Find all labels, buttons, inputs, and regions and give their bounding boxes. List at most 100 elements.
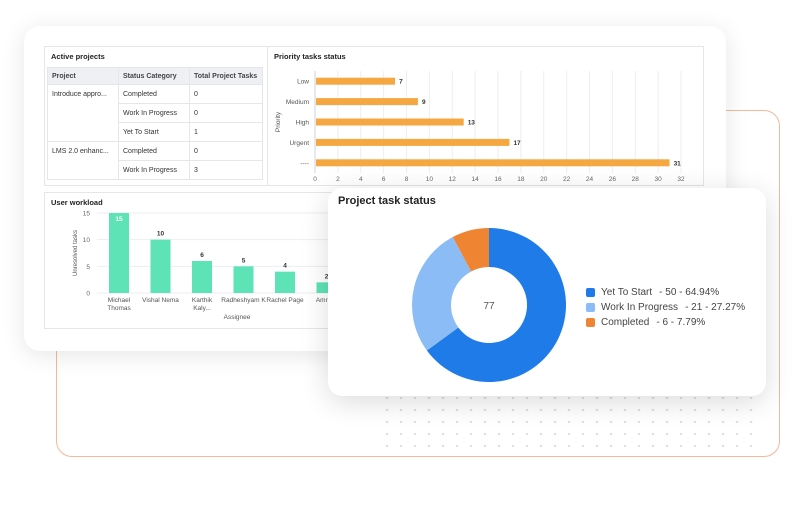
x-tick-label: 4	[359, 176, 363, 183]
x-tick-label: Kaly...	[193, 305, 211, 312]
column-header-project[interactable]: Project	[47, 67, 119, 85]
x-tick-label: 16	[494, 176, 502, 183]
bar	[275, 271, 295, 293]
legend-label: Work In Progress	[601, 302, 679, 313]
y-tick-label: High	[296, 120, 310, 127]
x-tick-label: 24	[586, 176, 594, 183]
data-label: 10	[157, 231, 165, 238]
x-tick-label: 18	[517, 176, 525, 183]
x-tick-label: Karthik	[192, 297, 213, 304]
legend-swatch	[586, 303, 595, 312]
y-tick-label: 15	[83, 211, 91, 218]
table-row[interactable]: Introduce appro... Completed 0	[47, 84, 263, 142]
y-tick-label: Medium	[286, 99, 309, 106]
bar	[316, 118, 464, 126]
x-tick-label: Rachel Page	[266, 297, 304, 304]
tasks-cell: 3	[189, 160, 263, 180]
project-cell[interactable]: Introduce appro...	[47, 84, 119, 142]
bar	[316, 98, 418, 106]
y-tick-label: Low	[297, 79, 309, 86]
donut-slice	[412, 237, 472, 351]
status-cell: Yet To Start	[118, 122, 190, 142]
x-axis-title: Assignee	[224, 314, 251, 321]
bar	[316, 282, 337, 293]
x-tick-label: 8	[405, 176, 409, 183]
project-cell[interactable]: LMS 2.0 enhanc...	[47, 141, 119, 180]
tasks-cell: 0	[189, 84, 263, 104]
x-tick-label: 26	[609, 176, 617, 183]
active-projects-panel: Active projects Project Status Category …	[44, 46, 284, 186]
bar	[316, 77, 396, 85]
x-tick-label: 10	[426, 176, 434, 183]
priority-chart-title: Priority tasks status	[274, 52, 346, 61]
status-cell: Work In Progress	[118, 160, 190, 180]
x-tick-label: Vishal Nema	[142, 297, 179, 304]
task-status-donut-chart: 77	[412, 228, 567, 382]
task-status-title: Project task status	[338, 195, 436, 207]
legend-item-work-in-progress[interactable]: Work In Progress - 21 - 27.27%	[586, 300, 745, 315]
user-workload-panel: User workload 0 5 10 15 15 Michael Thomas 10 Vis…	[44, 192, 350, 329]
tasks-cell: 0	[189, 141, 263, 161]
bar	[109, 213, 129, 293]
table-row[interactable]: LMS 2.0 enhanc... Completed 0	[47, 141, 263, 180]
legend-swatch	[586, 288, 595, 297]
x-tick-label: 14	[472, 176, 480, 183]
column-header-status[interactable]: Status Category	[118, 67, 190, 85]
legend-swatch	[586, 318, 595, 327]
tasks-cell: 0	[189, 103, 263, 123]
legend-label: Yet To Start	[601, 287, 653, 298]
data-label: 2	[325, 273, 329, 280]
data-label: 31	[674, 160, 682, 167]
bar	[233, 266, 254, 293]
status-cell: Completed	[118, 84, 190, 104]
task-status-legend: Yet To Start - 50 - 64.94% Work In Progr…	[586, 285, 745, 330]
x-tick-label: 6	[382, 176, 386, 183]
priority-tasks-panel: Priority tasks status 0 2 4 6 8 10 12 14 16 18 20 2…	[267, 46, 704, 186]
y-tick-label: Urgent	[289, 140, 309, 147]
tasks-cell: 1	[189, 122, 263, 142]
table-row[interactable]: Work In Progress 3	[48, 160, 263, 180]
x-tick-label: 28	[632, 176, 640, 183]
y-axis-title: Unresolved tasks	[73, 230, 79, 276]
x-tick-label: 20	[540, 176, 548, 183]
x-tick-label: 2	[336, 176, 340, 183]
x-tick-label: Amrit V	[316, 297, 338, 304]
bar	[150, 239, 171, 293]
x-tick-label: Thomas	[107, 305, 131, 312]
legend-detail: - 50 - 64.94%	[659, 287, 720, 298]
legend-detail: - 6 - 7.79%	[656, 317, 706, 328]
bar	[192, 261, 212, 293]
legend-item-completed[interactable]: Completed - 6 - 7.79%	[586, 315, 745, 330]
x-tick-label: 30	[655, 176, 663, 183]
donut-slice	[452, 228, 489, 272]
status-cell: Work In Progress	[118, 103, 190, 123]
x-tick-label: Radheshyam K	[221, 297, 266, 304]
column-header-tasks[interactable]: Total Project Tasks	[189, 67, 263, 85]
donut-center-total: 77	[483, 301, 495, 312]
bar	[316, 138, 510, 146]
legend-item-yet-to-start[interactable]: Yet To Start - 50 - 64.94%	[586, 285, 745, 300]
status-cell: Completed	[118, 141, 190, 161]
data-label: 15	[115, 216, 123, 223]
donut-slice	[426, 228, 567, 382]
x-tick-label: Michael	[108, 297, 131, 304]
y-tick-label: ----	[300, 160, 309, 167]
data-label: 9	[422, 99, 426, 106]
active-projects-table: Project Status Category Total Project Ta…	[47, 67, 263, 180]
workload-chart-title: User workload	[51, 198, 103, 207]
x-tick-label: 12	[449, 176, 457, 183]
data-label: 7	[399, 79, 403, 86]
x-tick-label: 32	[677, 176, 685, 183]
x-tick-label: 22	[563, 176, 571, 183]
y-tick-label: 5	[86, 264, 90, 271]
active-projects-title: Active projects	[51, 52, 105, 61]
data-label: 6	[200, 252, 204, 259]
legend-label: Completed	[601, 317, 650, 328]
data-label: 13	[468, 120, 476, 127]
data-label: 4	[283, 263, 287, 270]
y-tick-label: 10	[83, 237, 91, 244]
table-row[interactable]: Work In Progress 0	[48, 103, 263, 123]
y-tick-label: 0	[86, 291, 90, 298]
